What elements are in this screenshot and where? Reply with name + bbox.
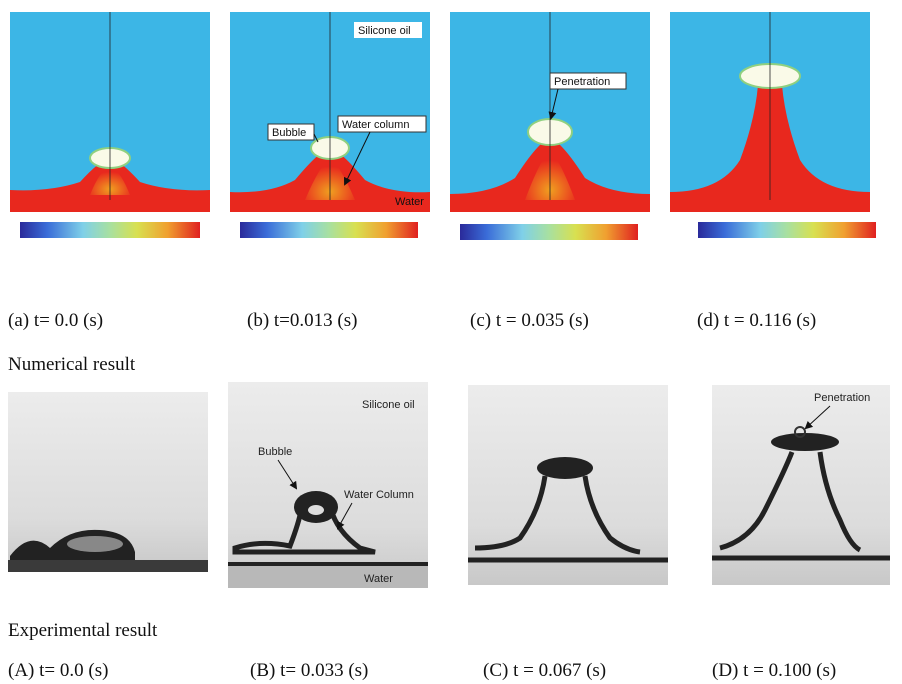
sim-panel [670,12,876,238]
annotation: Silicone oil [362,399,415,411]
photo-panel: Penetration [712,385,890,585]
section-title: Numerical result [8,354,136,375]
annotation: Water Column [344,489,414,501]
caption: (d) t = 0.116 (s) [697,310,816,331]
caption: (A) t= 0.0 (s) [8,660,108,681]
caption: (c) t = 0.035 (s) [470,310,589,331]
photo-panel: Silicone oil Bubble Water Column Water [228,382,428,588]
annotation: Bubble [258,446,292,458]
annotation: Bubble [272,127,306,139]
annotation: Silicone oil [358,25,411,37]
photo-panel [468,385,668,585]
annotation: Penetration [554,76,610,88]
caption: (D) t = 0.100 (s) [712,660,836,681]
caption: (B) t= 0.033 (s) [250,660,368,681]
annotation: Water column [342,119,409,131]
figure: Silicone oil Bubble Water column Water P… [0,0,902,684]
sim-panel: Penetration [450,12,650,240]
sim-panel: Silicone oil Bubble Water column Water [230,12,430,238]
photo-panel [8,392,208,572]
section-title: Experimental result [8,620,158,641]
caption: (a) t= 0.0 (s) [8,310,103,331]
annotation: Water [395,196,424,208]
annotation: Water [364,573,393,585]
sim-panel [10,12,210,238]
caption: (C) t = 0.067 (s) [483,660,606,681]
caption: (b) t=0.013 (s) [247,310,357,331]
annotation: Penetration [814,392,870,404]
